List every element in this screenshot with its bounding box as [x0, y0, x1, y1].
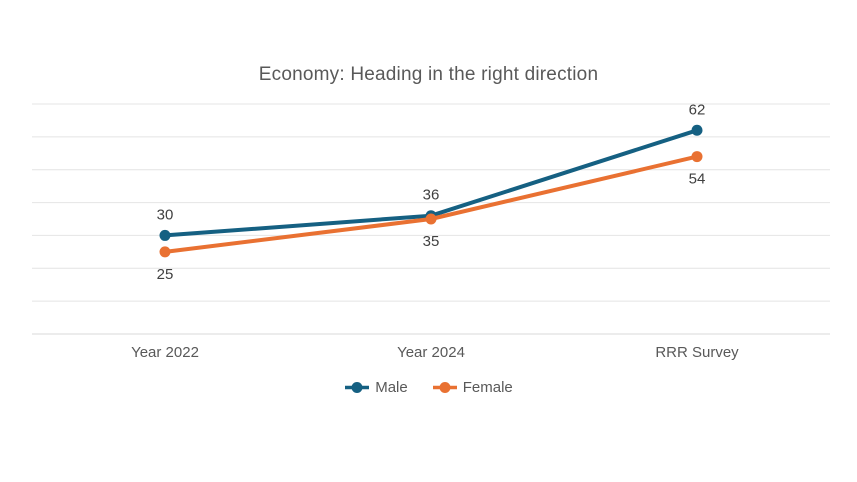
x-axis-label: Year 2022	[131, 344, 199, 361]
female-series-marker-icon	[432, 382, 457, 393]
legend-label-female: Female	[462, 379, 513, 396]
x-axis-label: Year 2024	[397, 344, 465, 361]
female-point-0	[159, 246, 171, 258]
legend-label-male: Male	[375, 379, 408, 396]
female-value-label: 25	[157, 266, 174, 283]
legend-item-female: Female	[432, 379, 513, 396]
legend-item-male: Male	[344, 379, 408, 396]
male-value-label: 30	[157, 206, 174, 223]
male-value-label: 36	[423, 187, 440, 204]
female-value-label: 54	[689, 171, 706, 188]
female-point-1	[425, 213, 437, 225]
male-series-marker-icon	[345, 382, 370, 393]
female-value-label: 35	[423, 233, 440, 250]
male-point-0	[159, 229, 171, 241]
male-point-2	[691, 124, 703, 136]
x-axis-label: RRR Survey	[655, 344, 739, 361]
male-value-label: 62	[689, 101, 706, 118]
legend: Male Female	[0, 379, 857, 396]
chart-title: Economy: Heading in the right direction	[258, 64, 599, 85]
female-point-2	[691, 151, 703, 163]
